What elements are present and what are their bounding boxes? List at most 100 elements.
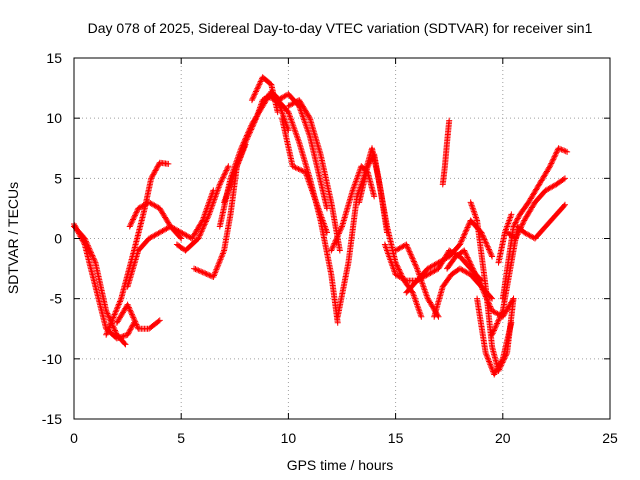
- data-point-plus: [463, 251, 470, 258]
- data-point-plus: [494, 319, 501, 326]
- data-point-plus: [482, 237, 489, 244]
- data-point-plus: [129, 322, 136, 329]
- data-point-plus: [131, 317, 138, 324]
- data-point-plus: [488, 364, 495, 371]
- data-point-plus: [106, 323, 113, 330]
- data-point-plus: [418, 313, 425, 320]
- data-point-plus: [122, 341, 129, 348]
- data-point-plus: [474, 275, 481, 282]
- data-point-plus: [225, 163, 232, 170]
- data-point-plus: [103, 330, 110, 337]
- data-point-plus: [410, 258, 417, 265]
- y-tick-label: 10: [46, 110, 62, 126]
- data-point-plus: [202, 270, 209, 277]
- data-point-plus: [251, 117, 258, 124]
- data-point-plus: [479, 232, 486, 239]
- data-point-plus: [132, 320, 139, 327]
- data-point-plus: [459, 235, 466, 242]
- data-point-plus: [511, 220, 518, 227]
- x-tick-label: 20: [495, 430, 511, 446]
- data-point-plus: [248, 97, 255, 104]
- data-point-plus: [195, 235, 202, 242]
- data-point-plus: [401, 276, 408, 283]
- data-point-plus: [224, 164, 231, 171]
- data-point-plus: [518, 223, 525, 230]
- data-point-plus: [105, 313, 112, 320]
- data-point-plus: [165, 160, 172, 167]
- data-point-plus: [561, 202, 568, 209]
- data-point-plus: [255, 82, 262, 89]
- data-point-plus: [128, 310, 135, 317]
- data-point-plus: [148, 175, 155, 182]
- data-point-plus: [484, 242, 491, 249]
- data-point-plus: [476, 279, 483, 286]
- data-point-plus: [496, 361, 503, 368]
- data-point-plus: [105, 311, 112, 318]
- data-point-plus: [404, 244, 411, 251]
- data-point-plus: [508, 319, 515, 326]
- data-point-plus: [467, 261, 474, 268]
- data-point-plus: [219, 251, 226, 258]
- data-point-plus: [195, 267, 202, 274]
- data-point-plus: [82, 236, 89, 243]
- data-point-plus: [249, 95, 256, 102]
- data-point-plus: [551, 153, 558, 160]
- data-point-plus: [289, 163, 296, 170]
- data-point-plus: [216, 259, 223, 266]
- data-point-plus: [107, 321, 114, 328]
- data-point-plus: [330, 241, 337, 248]
- data-point-plus: [484, 354, 491, 361]
- data-point-plus: [555, 145, 562, 152]
- data-point-plus: [128, 220, 135, 227]
- data-point-plus: [473, 272, 480, 279]
- data-point-plus: [559, 147, 566, 154]
- y-tick-label: -10: [42, 351, 62, 367]
- data-point-plus: [558, 146, 565, 153]
- data-point-plus: [111, 311, 118, 318]
- data-point-plus: [463, 225, 470, 232]
- data-point-plus: [395, 266, 402, 273]
- data-point-plus: [412, 261, 419, 268]
- data-point-plus: [465, 255, 472, 262]
- data-point-plus: [511, 222, 518, 229]
- data-point-plus: [199, 269, 206, 276]
- data-point-plus: [105, 325, 112, 332]
- data-point-plus: [132, 212, 139, 219]
- data-point-plus: [103, 307, 110, 314]
- data-point-plus: [204, 215, 211, 222]
- data-point-plus: [130, 314, 137, 321]
- data-point-plus: [457, 240, 464, 247]
- data-point-plus: [515, 229, 522, 236]
- data-point-plus: [408, 252, 415, 259]
- data-point-plus: [498, 358, 505, 365]
- data-point-plus: [485, 245, 492, 252]
- data-point-plus: [487, 304, 494, 311]
- data-point-plus: [471, 268, 478, 275]
- data-point-plus: [218, 178, 225, 185]
- data-point-plus: [496, 314, 503, 321]
- data-point-plus: [197, 229, 204, 236]
- data-point-plus: [104, 328, 111, 335]
- data-point-plus: [201, 221, 208, 228]
- data-point-plus: [494, 366, 501, 373]
- data-point-plus: [462, 228, 469, 235]
- data-point-plus: [336, 247, 343, 254]
- data-point-plus: [561, 201, 568, 208]
- data-point-plus: [475, 278, 482, 285]
- data-point-plus: [212, 269, 219, 276]
- data-point-plus: [250, 120, 257, 127]
- data-point-plus: [492, 323, 499, 330]
- data-point-plus: [127, 222, 134, 229]
- data-point-plus: [113, 307, 120, 314]
- data-point-plus: [473, 273, 480, 280]
- data-point-plus: [215, 260, 222, 267]
- data-point-plus: [252, 89, 259, 96]
- data-point-plus: [91, 256, 98, 263]
- data-point-plus: [217, 179, 224, 186]
- data-point-plus: [245, 132, 252, 139]
- data-point-plus: [126, 305, 133, 312]
- data-point-plus: [482, 349, 489, 356]
- data-point-plus: [405, 245, 412, 252]
- data-point-plus: [86, 246, 93, 253]
- data-point-plus: [299, 167, 306, 174]
